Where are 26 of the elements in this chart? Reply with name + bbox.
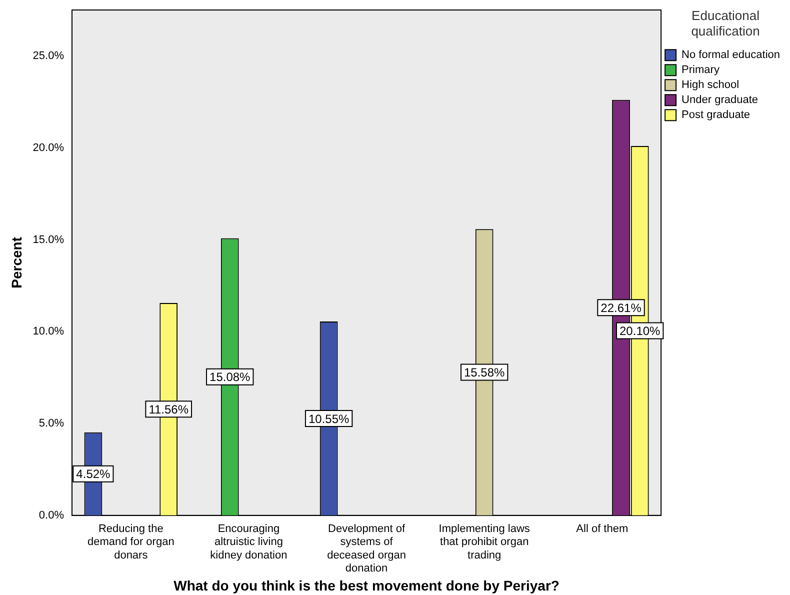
data-label: 4.52%	[76, 467, 111, 482]
y-axis-title: Percent	[8, 236, 24, 288]
legend-label: No formal education	[682, 49, 780, 62]
x-tick-label: All of them	[576, 523, 628, 536]
y-tick-label: 15.0%	[32, 234, 64, 246]
legend-title: Educational qualification	[691, 8, 760, 39]
x-tick-label: Encouraging altruistic living kidney donation	[210, 523, 288, 562]
y-tick-label: 0.0%	[38, 509, 64, 522]
data-label: 15.58%	[464, 366, 506, 380]
data-label: 22.61%	[600, 300, 642, 315]
x-axis-title: What do you think is the best movement done by Periyar?	[174, 577, 560, 594]
x-tick-label: Reducing the demand for organ donars	[87, 523, 174, 562]
legend-label: High school	[682, 79, 740, 92]
y-tick-label: 10.0%	[32, 326, 64, 338]
legend-label: Under graduate	[682, 94, 758, 106]
data-label: 10.55%	[308, 412, 350, 426]
data-label: 11.56%	[148, 402, 189, 416]
legend-label: Post graduate	[682, 109, 750, 122]
data-label: 20.10%	[620, 324, 661, 338]
y-tick-label: 5.0%	[38, 418, 64, 430]
legend-label: Primary	[682, 64, 720, 76]
y-tick-label: 20.0%	[32, 142, 64, 154]
x-tick-label: Implementing laws that prohibit organ trading	[438, 523, 530, 562]
data-label: 15.08%	[210, 370, 251, 384]
y-tick-label: 25.0%	[32, 50, 64, 62]
x-tick-label: Development of systems of deceased organ donation	[327, 523, 406, 575]
